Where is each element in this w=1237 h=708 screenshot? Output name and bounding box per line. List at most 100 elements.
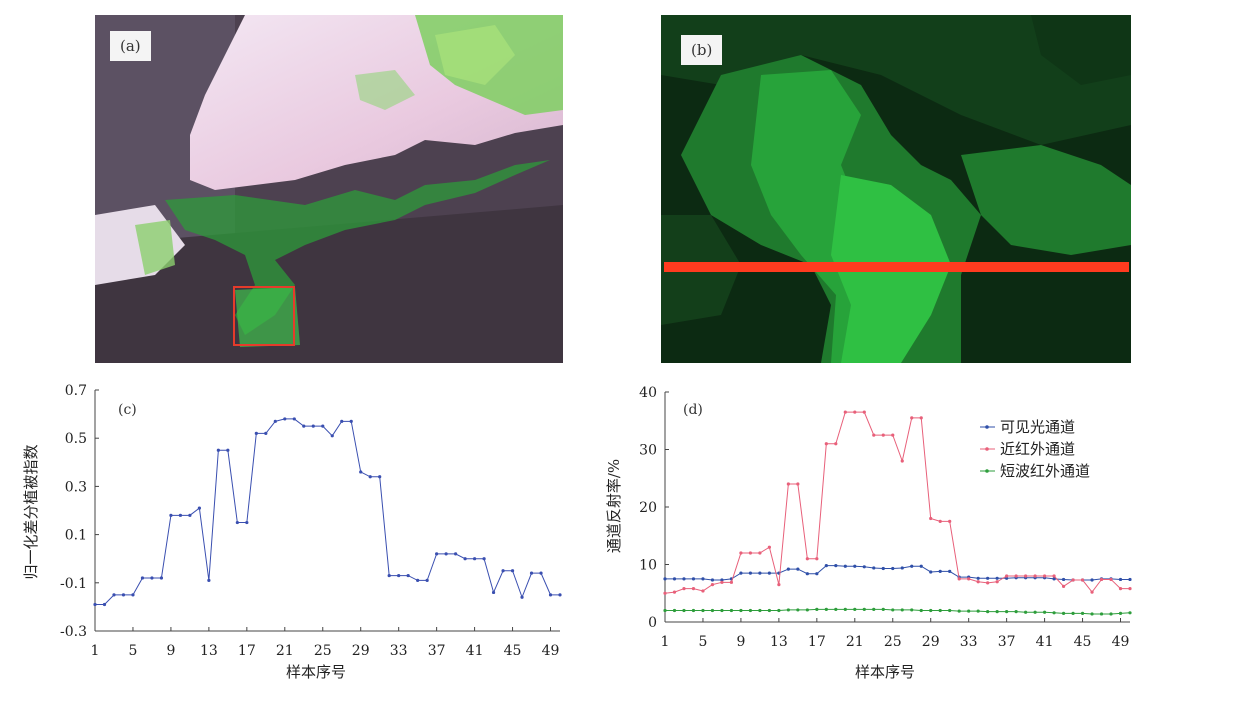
chart-d-series-point-2 (1005, 610, 1009, 614)
chart-d-ytick-label: 10 (639, 558, 657, 574)
chart-c-ytick-label: 0.7 (65, 383, 87, 399)
chart-c-series-point-0 (321, 424, 325, 428)
chart-c-series-point-0 (501, 569, 505, 573)
chart-c-xtick-label: 45 (504, 643, 522, 659)
chart-d-series-point-2 (824, 607, 828, 611)
chart-c-series-point-0 (283, 417, 287, 421)
chart-d-series-point-1 (701, 589, 705, 593)
chart-d-series-point-1 (729, 580, 734, 584)
chart-d-series-point-2 (758, 608, 762, 613)
chart-d-series-point-2 (805, 608, 809, 612)
chart-c-series-point-0 (406, 573, 410, 578)
chart-d-series-point-1 (767, 545, 771, 549)
chart-c-series-point-0 (302, 424, 306, 428)
chart-d-series-point-1 (900, 459, 904, 463)
legend-label: 近红外通道 (1000, 440, 1075, 458)
chart-c-xtick-label: 49 (542, 643, 560, 659)
chart-d-series-point-2 (748, 608, 753, 613)
chart-c-series-point-0 (368, 475, 372, 479)
chart-d-series-point-2 (1099, 612, 1104, 616)
chart-c-series-line-0 (95, 418, 560, 605)
chart-d-series-point-2 (691, 608, 696, 613)
chart-c-series-point-0 (112, 593, 116, 597)
chart-d-series-point-1 (834, 442, 838, 446)
chart-d-series-point-0 (910, 564, 914, 568)
chart-d-series-point-2 (777, 608, 781, 613)
chart-d-series-point-1 (1052, 574, 1056, 578)
chart-c-series-point-0 (131, 593, 135, 597)
chart-d-series-point-1 (748, 551, 753, 555)
chart-c-series-point-0 (102, 602, 107, 607)
chart-c-series-point-0 (216, 448, 220, 452)
chart-d-series-point-0 (995, 576, 999, 580)
chart-d-series-point-1 (919, 416, 923, 420)
chart-d-series-point-0 (1128, 577, 1132, 582)
chart-c-series-point-0 (435, 552, 439, 556)
chart-d-series-point-2 (995, 610, 999, 614)
chart-c-series-point-0 (539, 571, 543, 575)
chart-c-series-point-0 (340, 419, 344, 423)
chart-c-panel-label: (c) (118, 402, 137, 418)
chart-d-series-point-1 (1005, 574, 1009, 578)
chart-d-series-point-2 (720, 608, 724, 613)
chart-d-xtick-label: 41 (1036, 634, 1054, 650)
chart-c-series-point-0 (178, 513, 183, 517)
chart-d-series-point-0 (948, 569, 952, 573)
chart-c-series-point-0 (520, 595, 524, 599)
chart-d-series-point-2 (986, 610, 990, 614)
chart-d-series-point-1 (824, 442, 828, 446)
chart-d-series-point-1 (786, 482, 790, 486)
chart-c-series-point-0 (529, 571, 534, 575)
chart-d-series-point-1 (872, 433, 876, 437)
chart-c-xlabel: 样本序号 (286, 663, 346, 681)
chart-d-series-point-0 (986, 576, 990, 580)
chart-d-series-point-0 (872, 566, 876, 570)
chart-d-series-point-2 (739, 608, 743, 613)
chart-d-series-point-2 (786, 608, 790, 612)
chart-d-series-point-2 (1128, 611, 1132, 615)
chart-c-xtick-label: 9 (166, 643, 175, 659)
chart-d-series-point-1 (758, 551, 762, 555)
chart-d-series-point-1 (777, 583, 781, 587)
chart-c-xtick-label: 17 (238, 643, 256, 659)
chart-d-series-point-1 (1061, 584, 1066, 588)
chart-d-xtick-label: 25 (884, 634, 902, 650)
satellite-image-a-graphic (95, 15, 563, 363)
chart-c-xtick-label: 13 (200, 643, 218, 659)
chart-c-series-point-0 (359, 470, 363, 474)
chart-d-series-point-0 (1052, 577, 1056, 581)
chart-c-series-point-0 (159, 576, 164, 580)
chart-c-series-point-0 (510, 569, 515, 573)
chart-d-series-point-0 (748, 571, 753, 575)
chart-d-series-point-2 (1042, 610, 1047, 614)
chart-d-series-point-1 (691, 587, 696, 591)
chart-c-series-point-0 (416, 578, 420, 582)
chart-d-ytick-label: 30 (639, 443, 657, 459)
chart-d-series-point-0 (1061, 577, 1066, 582)
chart-d-series-point-2 (1024, 610, 1028, 614)
chart-c-series-point-0 (169, 513, 173, 517)
chart-c-series-point-0 (273, 419, 277, 423)
chart-d-series-point-0 (834, 564, 838, 568)
chart-d-series-point-1 (843, 410, 847, 414)
chart-d-series-point-0 (682, 577, 686, 581)
zoomed-image-b: (b) (661, 15, 1131, 363)
chart-d-xtick-label: 33 (960, 634, 978, 650)
chart-d-series-point-1 (710, 583, 715, 587)
reflectance-line-chart: 1 5 9 13 17 21 25 29 33 37 41 45 49 0 10 20 30 40 (d) 样本序… (605, 385, 1132, 681)
chart-d-series-point-1 (948, 519, 952, 523)
chart-c-series-point-0 (197, 506, 201, 510)
zoomed-image-b-graphic (661, 15, 1131, 363)
chart-d-series-point-1 (1109, 577, 1113, 582)
chart-d-series-point-1 (739, 551, 743, 555)
chart-d-xtick-label: 13 (770, 634, 788, 650)
chart-d-series-point-0 (976, 576, 980, 580)
chart-d-series-point-1 (815, 557, 819, 561)
chart-d-series-point-1 (1099, 577, 1104, 582)
chart-d-series-point-2 (1061, 611, 1066, 615)
chart-c-series-point-0 (264, 431, 268, 435)
chart-d-series-point-1 (881, 433, 885, 437)
chart-c-series-point-0 (425, 578, 429, 582)
chart-c-series-point-0 (254, 431, 258, 435)
